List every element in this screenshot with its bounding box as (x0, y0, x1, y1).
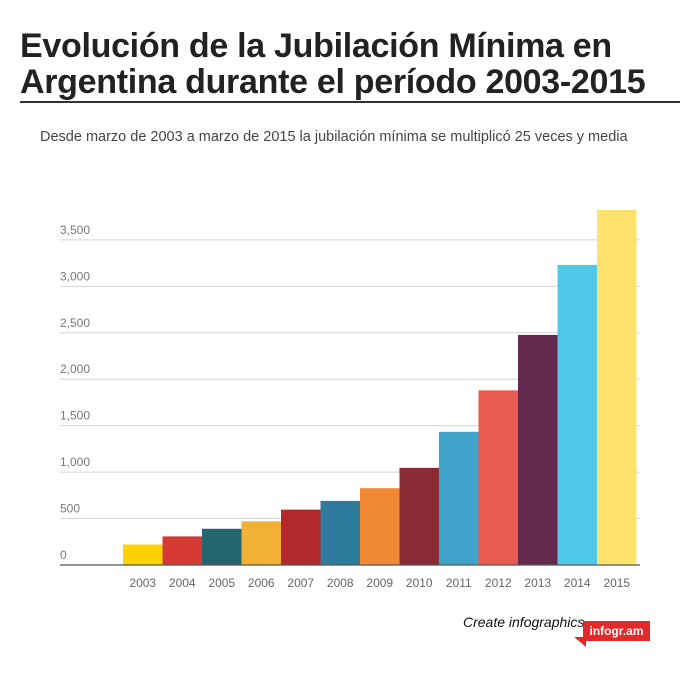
y-tick-label: 500 (60, 502, 80, 516)
bar-2005 (202, 528, 242, 565)
x-tick-label: 2003 (129, 576, 156, 590)
x-tick-label: 2005 (208, 576, 235, 590)
bar-2011 (439, 431, 479, 565)
title-divider (20, 101, 680, 103)
bar-2003 (123, 544, 163, 565)
bar-2013 (518, 334, 558, 565)
x-tick-label: 2015 (603, 576, 630, 590)
y-tick-label: 2,000 (60, 362, 90, 376)
bar-2007 (281, 509, 321, 565)
y-tick-label: 1,000 (60, 455, 90, 469)
chart-subtitle: Desde marzo de 2003 a marzo de 2015 la j… (40, 129, 628, 145)
x-tick-label: 2009 (366, 576, 393, 590)
x-tick-label: 2013 (524, 576, 551, 590)
bar-2015 (597, 210, 637, 565)
x-tick-label: 2007 (287, 576, 314, 590)
x-tick-label: 2008 (327, 576, 354, 590)
badge-tail-decoration (574, 637, 586, 647)
bar-2006 (241, 521, 281, 565)
x-tick-label: 2012 (485, 576, 512, 590)
bar-2008 (320, 500, 360, 565)
x-tick-label: 2010 (406, 576, 433, 590)
bar-2009 (360, 488, 400, 565)
x-tick-label: 2006 (248, 576, 275, 590)
y-tick-label: 3,500 (60, 223, 90, 237)
x-tick-label: 2011 (446, 576, 472, 590)
bar-2010 (399, 467, 439, 565)
bar-2004 (162, 536, 202, 565)
y-tick-label: 0 (60, 548, 67, 562)
y-tick-label: 1,500 (60, 409, 90, 423)
bar-2012 (478, 390, 518, 565)
infogram-logo-badge[interactable]: infogr.am (583, 621, 650, 641)
y-tick-label: 2,500 (60, 316, 90, 330)
create-infographics-link[interactable]: Create infographics (463, 614, 585, 630)
chart-title: Evolución de la Jubilación Mínima en Arg… (20, 27, 646, 101)
bar-2014 (557, 264, 597, 565)
y-tick-label: 3,000 (60, 269, 90, 283)
x-tick-label: 2014 (564, 576, 591, 590)
x-tick-label: 2004 (169, 576, 196, 590)
